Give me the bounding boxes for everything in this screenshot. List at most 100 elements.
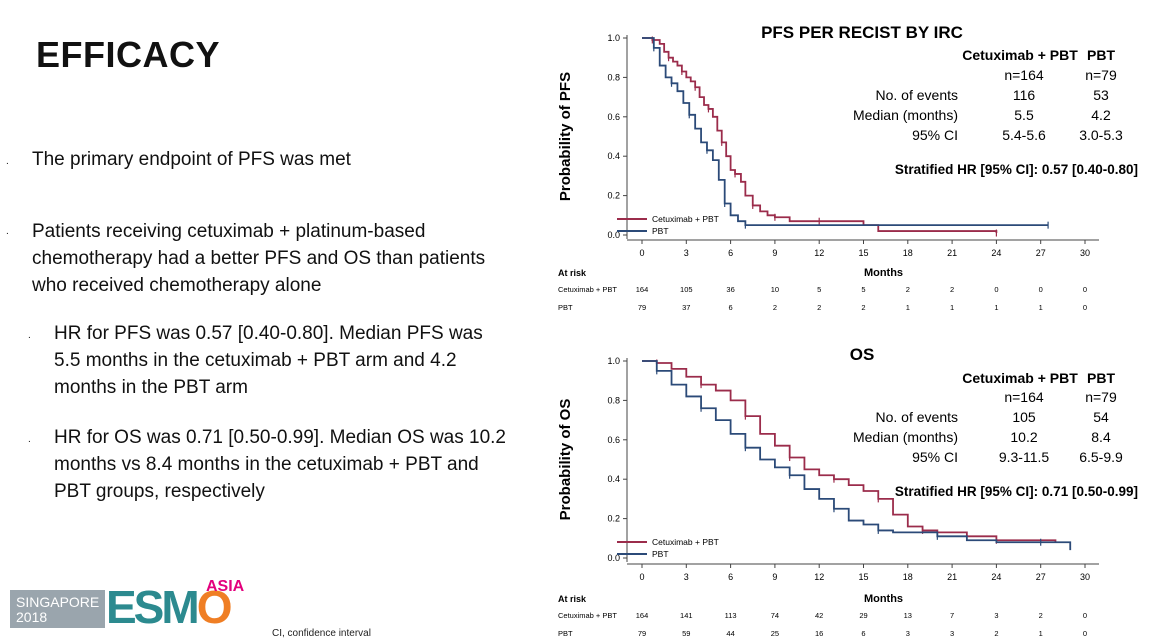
os-at-risk-value: 29 xyxy=(859,611,867,620)
pfs-y-tick-label: 0.8 xyxy=(607,72,620,82)
os-x-tick-label: 30 xyxy=(1080,572,1090,582)
pfs-at-risk-value: 0 xyxy=(994,285,998,294)
bullet-better-pfs-os: Patients receiving cetuximab + platinum-… xyxy=(32,221,486,296)
os-y-tick-label: 0.6 xyxy=(607,435,620,445)
logo-esmo-mark: ESMO xyxy=(106,581,233,633)
pfs-stats-value-a: 5.4-5.6 xyxy=(1002,127,1046,143)
pfs-at-risk-value: 0 xyxy=(1083,285,1087,294)
footnote: CI, confidence interval xyxy=(272,628,371,639)
pfs-hazard-ratio: Stratified HR [95% CI]: 0.57 [0.40-0.80] xyxy=(895,162,1138,177)
bullet-dot: . xyxy=(6,226,9,237)
os-at-risk-value: 7 xyxy=(950,611,954,620)
os-at-risk-value: 42 xyxy=(815,611,823,620)
pfs-x-tick-label: 18 xyxy=(903,248,913,258)
pfs-at-risk-value: 1 xyxy=(1039,303,1043,312)
pfs-stats-row-label: 95% CI xyxy=(912,127,958,143)
pfs-at-risk-value: 10 xyxy=(771,285,779,294)
pfs-stats-header-a: Cetuximab + PBT xyxy=(962,47,1078,63)
os-stats-n-a: n=164 xyxy=(1004,389,1044,405)
os-x-tick-label: 0 xyxy=(639,572,644,582)
os-at-risk-value: 13 xyxy=(904,611,912,620)
pfs-at-risk-value: 2 xyxy=(906,285,910,294)
pfs-at-risk-value: 2 xyxy=(773,303,777,312)
os-y-tick-label: 0.0 xyxy=(607,553,620,563)
os-stats-value-a: 10.2 xyxy=(1010,429,1037,445)
os-at-risk-value: 113 xyxy=(725,611,737,620)
pfs-at-risk-value: 36 xyxy=(726,285,734,294)
pfs-at-risk-value: 1 xyxy=(906,303,910,312)
pfs-x-tick-label: 6 xyxy=(728,248,733,258)
pfs-x-tick-label: 30 xyxy=(1080,248,1090,258)
os-at-risk-value: 3 xyxy=(994,611,998,620)
pfs-at-risk-value: 5 xyxy=(817,285,821,294)
os-stats-row-label: No. of events xyxy=(876,409,959,425)
pfs-stats-value-b: 3.0-5.3 xyxy=(1079,127,1123,143)
pfs-legend-label: PBT xyxy=(652,226,669,236)
bullet-dot: . xyxy=(28,330,31,341)
os-x-tick-label: 18 xyxy=(903,572,913,582)
os-x-tick-label: 15 xyxy=(858,572,868,582)
os-stats-value-b: 54 xyxy=(1093,409,1109,425)
pfs-at-risk-value: 2 xyxy=(861,303,865,312)
os-x-tick-label: 3 xyxy=(684,572,689,582)
logo-esm: ESM xyxy=(106,581,200,633)
os-at-risk-value: 25 xyxy=(771,629,779,638)
os-at-risk-value: 0 xyxy=(1083,629,1087,638)
os-x-tick-label: 12 xyxy=(814,572,824,582)
pfs-y-tick-label: 0.2 xyxy=(607,191,620,201)
bullet-hr-pfs: HR for PFS was 0.57 [0.40-0.80]. Median … xyxy=(54,323,483,398)
pfs-at-risk-value: 0 xyxy=(1039,285,1043,294)
pfs-stats-n-a: n=164 xyxy=(1004,67,1044,83)
os-y-tick-label: 0.4 xyxy=(607,474,620,484)
logo-asia: ASIA xyxy=(206,578,245,595)
os-x-tick-label: 6 xyxy=(728,572,733,582)
bullet-dot: . xyxy=(6,156,9,167)
os-stats-n-b: n=79 xyxy=(1085,389,1117,405)
pfs-stats-value-b: 53 xyxy=(1093,87,1109,103)
pfs-at-risk-row-name: PBT xyxy=(558,303,573,312)
pfs-legend-label: Cetuximab + PBT xyxy=(652,214,719,224)
pfs-at-risk-value: 105 xyxy=(680,285,693,294)
pfs-stats-n-b: n=79 xyxy=(1085,67,1117,83)
pfs-at-risk-value: 0 xyxy=(1083,303,1087,312)
logo-location-block: SINGAPORE 2018 xyxy=(10,590,105,628)
pfs-y-tick-label: 0.6 xyxy=(607,112,620,122)
os-chart-title: OS xyxy=(850,345,875,364)
pfs-x-tick-label: 27 xyxy=(1036,248,1046,258)
pfs-at-risk-label: At risk xyxy=(558,268,587,278)
pfs-at-risk-value: 6 xyxy=(729,303,733,312)
os-x-tick-label: 9 xyxy=(772,572,777,582)
os-at-risk-value: 2 xyxy=(994,629,998,638)
pfs-at-risk-value: 37 xyxy=(682,303,690,312)
os-x-tick-label: 21 xyxy=(947,572,957,582)
os-at-risk-label: At risk xyxy=(558,594,587,604)
os-at-risk-value: 141 xyxy=(680,611,693,620)
logo-o: O xyxy=(196,581,233,633)
pfs-at-risk-value: 5 xyxy=(861,285,865,294)
pfs-x-axis-label: Months xyxy=(864,267,903,279)
os-stats-header-a: Cetuximab + PBT xyxy=(962,370,1078,386)
os-y-axis-label: Probability of OS xyxy=(557,399,574,521)
pfs-y-axis-label: Probability of PFS xyxy=(557,72,574,201)
pfs-y-tick-label: 1.0 xyxy=(607,33,620,43)
os-stats-value-b: 6.5-9.9 xyxy=(1079,449,1123,465)
pfs-stats-row-label: No. of events xyxy=(876,87,959,103)
os-stats-value-a: 9.3-11.5 xyxy=(999,449,1050,465)
os-legend-label: Cetuximab + PBT xyxy=(652,537,719,547)
pfs-chart-title: PFS PER RECIST BY IRC xyxy=(761,23,963,42)
os-y-tick-label: 0.2 xyxy=(607,514,620,524)
pfs-at-risk-value: 1 xyxy=(994,303,998,312)
logo-year: 2018 xyxy=(16,609,48,625)
pfs-x-tick-label: 24 xyxy=(991,248,1001,258)
os-at-risk-row-name: PBT xyxy=(558,629,573,638)
os-at-risk-value: 3 xyxy=(906,629,910,638)
pfs-y-tick-label: 0.0 xyxy=(607,230,620,240)
os-x-axis-label: Months xyxy=(864,593,903,605)
pfs-stats-header-b: PBT xyxy=(1087,47,1115,63)
pfs-at-risk-value: 2 xyxy=(817,303,821,312)
pfs-x-tick-label: 9 xyxy=(772,248,777,258)
esmo-asia-logo: SINGAPORE 2018 ESMO ASIA xyxy=(10,578,250,633)
pfs-x-tick-label: 15 xyxy=(858,248,868,258)
bullet-hr-os: HR for OS was 0.71 [0.50-0.99]. Median O… xyxy=(54,427,507,502)
pfs-at-risk-value: 2 xyxy=(950,285,954,294)
